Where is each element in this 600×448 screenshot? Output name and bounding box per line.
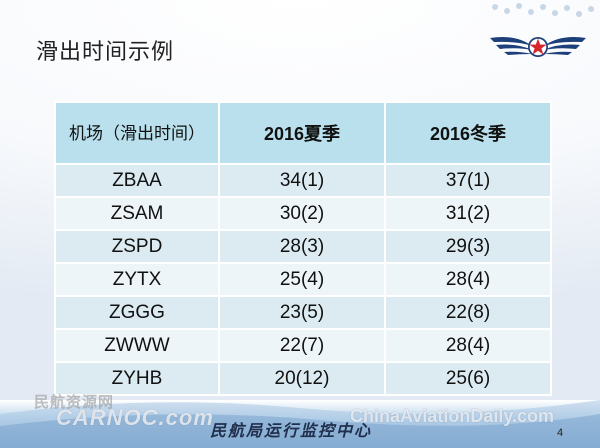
table-row: ZGGG 23(5) 22(8) (54, 295, 552, 330)
cell-summer: 28(3) (218, 229, 386, 264)
watermark-carnoc-cn: 民航资源网 (34, 394, 115, 411)
cell-airport: ZYTX (54, 262, 220, 297)
taxi-out-time-table: 机场（滑出时间） 2016夏季 2016冬季 ZBAA 34(1) 37(1) … (54, 101, 552, 396)
col-header-airport: 机场（滑出时间） (54, 101, 220, 165)
cell-winter: 22(8) (384, 295, 552, 330)
table-row: ZYTX 25(4) 28(4) (54, 262, 552, 297)
table-row: ZWWW 22(7) 28(4) (54, 328, 552, 363)
cell-summer: 23(5) (218, 295, 386, 330)
cell-winter: 25(6) (384, 361, 552, 396)
col-header-summer-2016: 2016夏季 (218, 101, 386, 165)
cell-airport: ZYHB (54, 361, 220, 396)
table-row: ZBAA 34(1) 37(1) (54, 163, 552, 198)
table-row: ZYHB 20(12) 25(6) (54, 361, 552, 396)
cell-summer: 20(12) (218, 361, 386, 396)
cell-winter: 37(1) (384, 163, 552, 198)
caac-wings-star-logo-icon (490, 37, 586, 57)
cell-summer: 22(7) (218, 328, 386, 363)
cell-summer: 30(2) (218, 196, 386, 231)
cell-winter: 28(4) (384, 328, 552, 363)
cell-summer: 25(4) (218, 262, 386, 297)
cell-airport: ZWWW (54, 328, 220, 363)
cell-winter: 28(4) (384, 262, 552, 297)
cell-airport: ZBAA (54, 163, 220, 198)
decorative-dots (488, 0, 598, 22)
cell-winter: 29(3) (384, 229, 552, 264)
slide-title: 滑出时间示例 (36, 40, 175, 65)
table-row: ZSAM 30(2) 31(2) (54, 196, 552, 231)
watermark-carnoc: CARNOC.com (56, 405, 214, 430)
col-header-winter-2016: 2016冬季 (384, 101, 552, 165)
cell-summer: 34(1) (218, 163, 386, 198)
table-header-row: 机场（滑出时间） 2016夏季 2016冬季 (54, 101, 552, 165)
cell-airport: ZSAM (54, 196, 220, 231)
footer-organization: 民航局运行监控中心 (210, 421, 373, 440)
cell-airport: ZGGG (54, 295, 220, 330)
cell-winter: 31(2) (384, 196, 552, 231)
watermark-china-aviation-daily: ChinaAviationDaily.com (350, 406, 555, 426)
cell-airport: ZSPD (54, 229, 220, 264)
table-row: ZSPD 28(3) 29(3) (54, 229, 552, 264)
footer-wave-decoration (0, 400, 600, 448)
page-number: 4 (557, 427, 564, 439)
